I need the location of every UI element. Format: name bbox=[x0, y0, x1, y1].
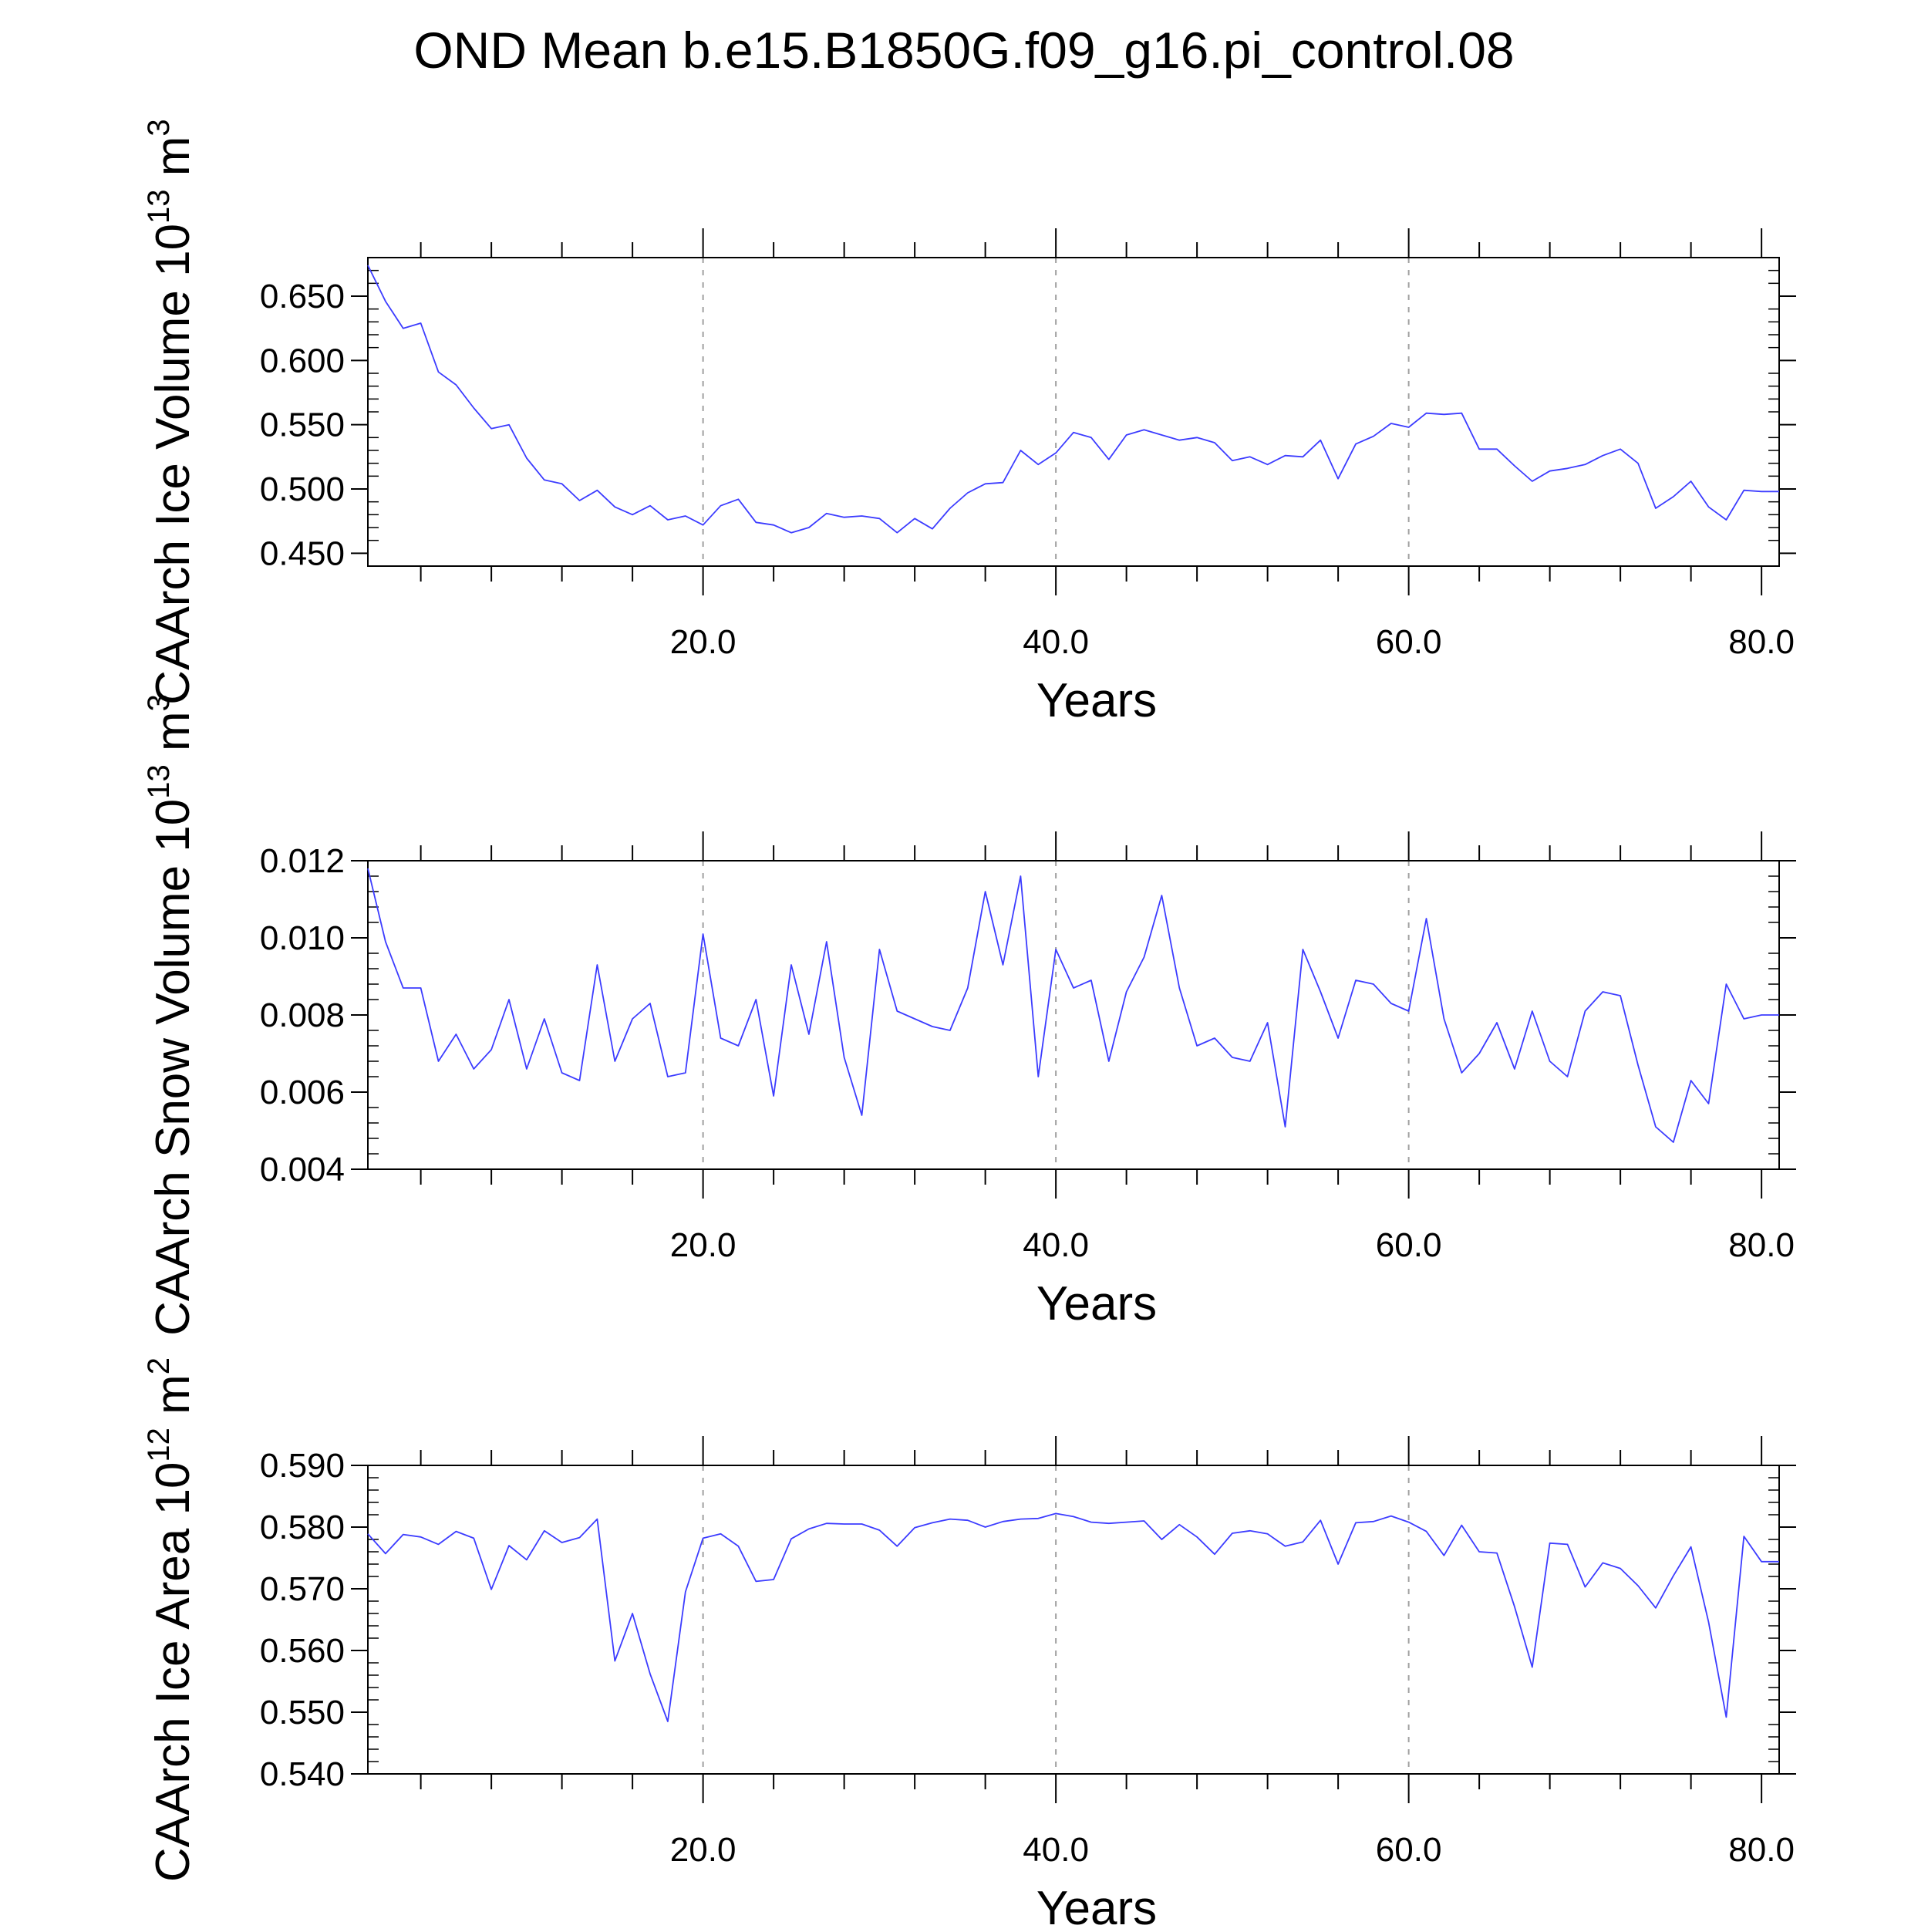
y-tick-label: 0.008 bbox=[260, 996, 345, 1034]
y-tick-label: 0.650 bbox=[260, 278, 345, 315]
y-axis-title-exponent: 13 bbox=[142, 189, 176, 224]
y-tick-label: 0.004 bbox=[260, 1151, 345, 1189]
x-axis-title: Years bbox=[1036, 1882, 1157, 1928]
x-tick-label: 60.0 bbox=[1376, 1226, 1442, 1264]
x-tick-label: 60.0 bbox=[1376, 623, 1442, 661]
x-tick-label: 60.0 bbox=[1376, 1831, 1442, 1869]
y-axis-title-unit-exponent: 2 bbox=[142, 1357, 176, 1374]
y-axis-title-unit: m bbox=[147, 711, 200, 764]
y-axis-title-main: CAArch Snow Volume 10 bbox=[147, 799, 200, 1336]
x-tick-label: 20.0 bbox=[670, 623, 736, 661]
y-tick-label: 0.012 bbox=[260, 842, 345, 880]
y-tick-label: 0.600 bbox=[260, 342, 345, 379]
y-tick-label: 0.560 bbox=[260, 1632, 345, 1670]
y-tick-label: 0.590 bbox=[260, 1447, 345, 1485]
chart-panel-2: 0.004 0.006 0.008 0.010 0.012 20.0 40.0 60.0 80.… bbox=[142, 694, 1796, 1336]
x-tick-label: 80.0 bbox=[1728, 623, 1795, 661]
y-axis-title-exponent: 12 bbox=[142, 1428, 176, 1462]
y-tick-label: 0.580 bbox=[260, 1509, 345, 1546]
plot-frame bbox=[367, 860, 1780, 1170]
y-axis-title-unit-exponent: 3 bbox=[142, 119, 176, 136]
y-axis-title-main: CAArch Ice Area 10 bbox=[147, 1462, 200, 1883]
y-tick-label: 0.540 bbox=[260, 1755, 345, 1793]
plot-frame bbox=[367, 257, 1780, 567]
x-axis-title: Years bbox=[1036, 1277, 1157, 1330]
y-tick-label: 0.550 bbox=[260, 406, 345, 444]
y-tick-label: 0.010 bbox=[260, 919, 345, 957]
y-axis-title-unit-exponent: 3 bbox=[142, 694, 176, 711]
x-tick-label: 80.0 bbox=[1728, 1831, 1795, 1869]
y-axis-title: CAArch Snow Volume 1013 m3 bbox=[142, 694, 200, 1336]
series-line bbox=[367, 1512, 1779, 1722]
chart-panel-3: 0.540 0.550 0.560 0.570 0.580 0.590 20.0 40.0 60… bbox=[142, 1357, 1796, 1932]
y-tick-label: 0.450 bbox=[260, 534, 345, 572]
y-tick-label: 0.006 bbox=[260, 1074, 345, 1111]
series-line bbox=[367, 265, 1779, 534]
y-tick-label: 0.500 bbox=[260, 470, 345, 508]
x-tick-label: 20.0 bbox=[670, 1226, 736, 1264]
x-tick-label: 20.0 bbox=[670, 1831, 736, 1869]
series-line bbox=[367, 868, 1779, 1143]
x-axis-title: Years bbox=[1036, 674, 1157, 727]
y-axis-title-main: CAArch Ice Volume 10 bbox=[147, 224, 200, 705]
chart-panel-1: 0.450 0.500 0.550 0.600 0.650 20.0 40.0 60.0 80.… bbox=[142, 119, 1796, 727]
y-tick-label: 0.550 bbox=[260, 1694, 345, 1731]
x-tick-label: 40.0 bbox=[1023, 623, 1089, 661]
x-tick-label: 80.0 bbox=[1728, 1226, 1795, 1264]
chart-panels: 0.450 0.500 0.550 0.600 0.650 20.0 40.0 60.0 80.… bbox=[142, 119, 1796, 1932]
y-axis-title-unit: m bbox=[147, 137, 200, 190]
y-axis-title: CAArch Ice Area 1012 m2 bbox=[142, 1357, 200, 1882]
y-axis-title: CAArch Ice Volume 1013 m3 bbox=[142, 119, 200, 704]
plot-frame bbox=[367, 1465, 1780, 1775]
y-axis-title-exponent: 13 bbox=[142, 764, 176, 799]
chart-title: OND Mean b.e15.B1850G.f09_g16.pi_control… bbox=[413, 22, 1514, 79]
y-tick-label: 0.570 bbox=[260, 1570, 345, 1608]
x-tick-label: 40.0 bbox=[1023, 1831, 1089, 1869]
y-axis-title-unit: m bbox=[147, 1374, 200, 1428]
x-tick-label: 40.0 bbox=[1023, 1226, 1089, 1264]
